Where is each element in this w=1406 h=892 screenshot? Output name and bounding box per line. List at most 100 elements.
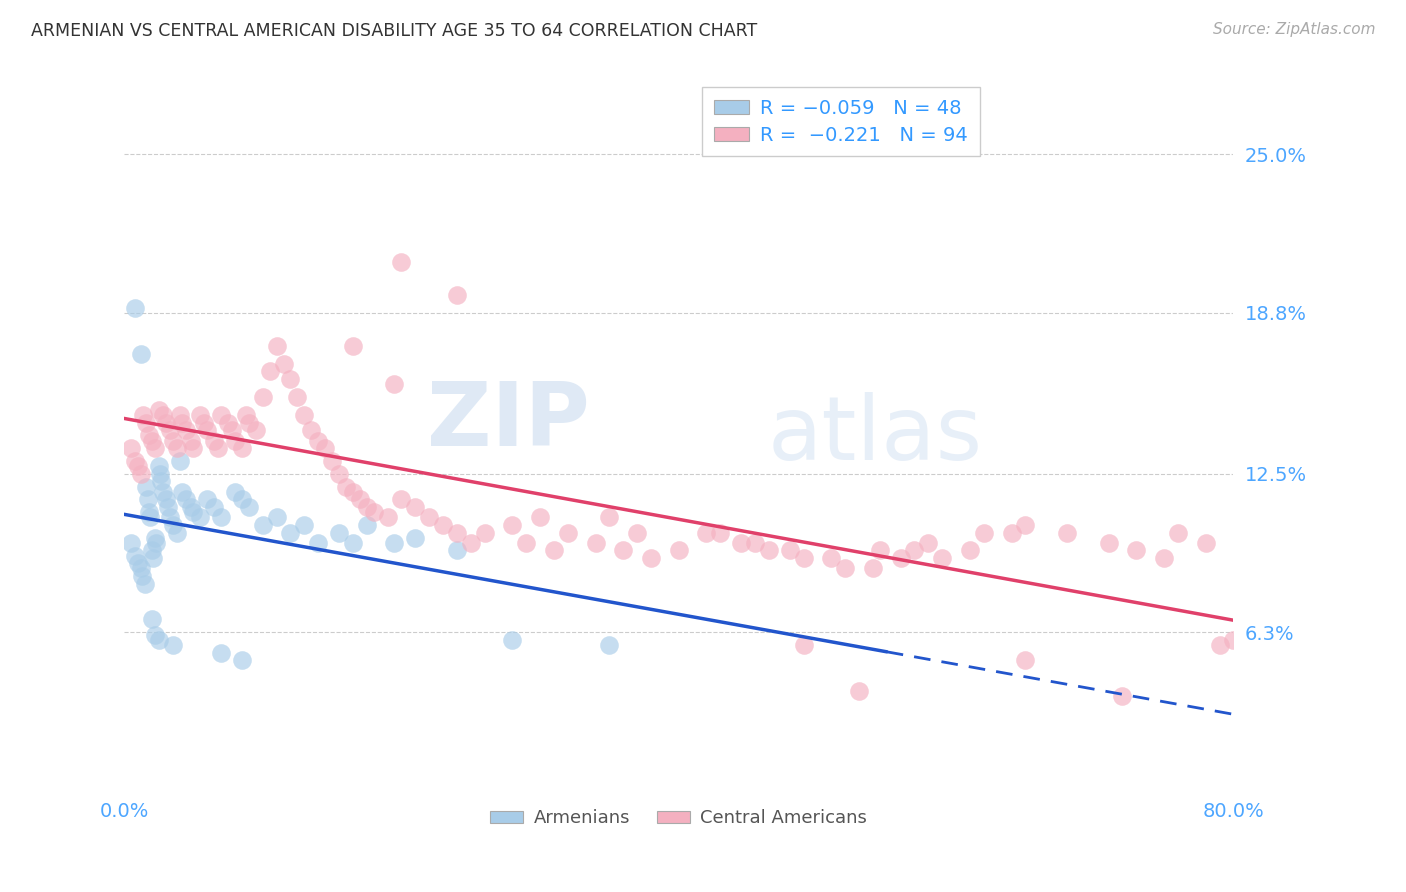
Text: atlas: atlas xyxy=(768,392,983,479)
Point xyxy=(280,525,302,540)
Point xyxy=(209,646,232,660)
Point xyxy=(162,434,184,448)
Point xyxy=(869,543,891,558)
Point xyxy=(1014,517,1036,532)
Point xyxy=(124,549,146,563)
Point xyxy=(120,441,142,455)
Point xyxy=(792,551,814,566)
Point xyxy=(779,543,801,558)
Point xyxy=(135,479,157,493)
Point xyxy=(862,561,884,575)
Point xyxy=(1111,689,1133,703)
Point xyxy=(432,517,454,532)
Point xyxy=(356,500,378,514)
Point xyxy=(152,484,174,499)
Point xyxy=(129,561,152,575)
Point xyxy=(238,416,260,430)
Point xyxy=(389,492,412,507)
Point xyxy=(474,525,496,540)
Point xyxy=(180,434,202,448)
Point xyxy=(148,459,170,474)
Point xyxy=(145,535,167,549)
Point xyxy=(418,510,440,524)
Point xyxy=(446,543,468,558)
Point xyxy=(207,441,229,455)
Point xyxy=(820,551,842,566)
Point xyxy=(209,510,232,524)
Point xyxy=(314,441,336,455)
Point xyxy=(598,638,620,652)
Point xyxy=(446,525,468,540)
Point xyxy=(335,479,357,493)
Point xyxy=(626,525,648,540)
Point xyxy=(266,339,288,353)
Point xyxy=(149,467,172,481)
Point xyxy=(792,638,814,652)
Point xyxy=(695,525,717,540)
Point xyxy=(377,510,399,524)
Point xyxy=(890,551,912,566)
Point xyxy=(598,510,620,524)
Point xyxy=(356,517,378,532)
Point xyxy=(152,408,174,422)
Point xyxy=(384,377,406,392)
Point xyxy=(612,543,634,558)
Point xyxy=(299,423,322,437)
Point xyxy=(848,684,870,698)
Point xyxy=(188,408,211,422)
Point xyxy=(131,569,153,583)
Point xyxy=(1125,543,1147,558)
Point xyxy=(202,434,225,448)
Point xyxy=(172,484,194,499)
Point xyxy=(1153,551,1175,566)
Point xyxy=(162,638,184,652)
Legend: Armenians, Central Americans: Armenians, Central Americans xyxy=(482,802,875,834)
Point xyxy=(159,423,181,437)
Point xyxy=(273,357,295,371)
Point xyxy=(183,505,205,519)
Point xyxy=(180,500,202,514)
Point xyxy=(917,535,939,549)
Point xyxy=(307,535,329,549)
Point xyxy=(188,510,211,524)
Point xyxy=(730,535,752,549)
Point xyxy=(404,531,426,545)
Point xyxy=(252,517,274,532)
Point xyxy=(172,416,194,430)
Point xyxy=(231,653,253,667)
Point xyxy=(231,441,253,455)
Point xyxy=(124,301,146,315)
Point xyxy=(231,492,253,507)
Point xyxy=(287,390,309,404)
Point xyxy=(1222,632,1244,647)
Point xyxy=(134,576,156,591)
Point xyxy=(139,510,162,524)
Point xyxy=(224,434,246,448)
Point xyxy=(159,510,181,524)
Point xyxy=(529,510,551,524)
Point xyxy=(585,535,607,549)
Point xyxy=(245,423,267,437)
Point xyxy=(321,454,343,468)
Point xyxy=(209,408,232,422)
Point xyxy=(238,500,260,514)
Point xyxy=(148,632,170,647)
Point xyxy=(515,535,537,549)
Point xyxy=(640,551,662,566)
Point xyxy=(155,492,177,507)
Point xyxy=(328,525,350,540)
Point xyxy=(176,423,198,437)
Point xyxy=(120,535,142,549)
Point xyxy=(252,390,274,404)
Point xyxy=(166,441,188,455)
Text: ZIP: ZIP xyxy=(427,377,591,465)
Point xyxy=(280,372,302,386)
Point xyxy=(217,416,239,430)
Point xyxy=(195,423,218,437)
Point xyxy=(141,434,163,448)
Point xyxy=(143,441,166,455)
Point xyxy=(1208,638,1230,652)
Point xyxy=(389,254,412,268)
Point xyxy=(193,416,215,430)
Point xyxy=(224,484,246,499)
